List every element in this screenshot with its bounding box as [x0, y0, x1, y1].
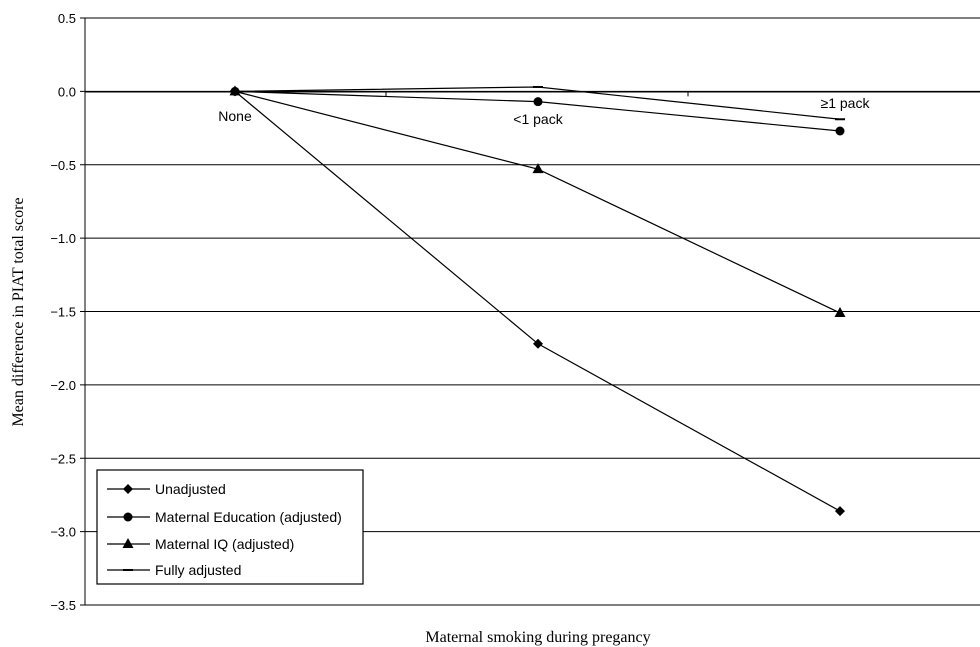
- series-lines: [229, 85, 846, 517]
- data-point-diamond: [533, 338, 543, 349]
- series-dash: [230, 85, 845, 121]
- legend-item: Maternal Education (adjusted): [107, 509, 342, 525]
- y-tick-label: −2.0: [50, 378, 76, 393]
- category-labels: None <1 pack ≥1 pack: [218, 95, 870, 127]
- category-label: None: [218, 108, 252, 124]
- legend-marker-circle: [123, 512, 133, 522]
- legend-marker-triangle: [122, 538, 134, 548]
- y-tick-label: −1.5: [50, 305, 76, 320]
- y-tick-label: 0.5: [58, 11, 76, 26]
- legend-label: Unadjusted: [155, 481, 226, 497]
- category-label: <1 pack: [513, 111, 563, 127]
- data-point-triangle: [834, 306, 846, 317]
- y-axis-title: Mean difference in PIAT total score: [10, 197, 27, 426]
- y-tick-label: −3.5: [50, 598, 76, 613]
- y-tick-label: −3.0: [50, 525, 76, 540]
- legend-label: Maternal Education (adjusted): [155, 509, 342, 525]
- data-point-circle: [533, 97, 543, 107]
- y-axis-ticks: 0.5 0.0 −0.5 −1.0 −1.5 −2.0 −2.5 −3.0 −3.5: [50, 11, 85, 613]
- data-point-circle: [835, 126, 845, 136]
- series-diamond: [230, 86, 845, 517]
- legend-item: Fully adjusted: [107, 562, 241, 578]
- legend-label: Maternal IQ (adjusted): [155, 536, 294, 552]
- data-point-diamond: [835, 506, 845, 517]
- y-tick-label: −1.0: [50, 231, 76, 246]
- y-tick-label: −2.5: [50, 451, 76, 466]
- series-line: [234, 90, 841, 512]
- legend-item: Unadjusted: [107, 481, 226, 497]
- category-label: ≥1 pack: [821, 95, 871, 111]
- legend: Unadjusted Maternal Education (adjusted) M…: [96, 469, 364, 585]
- x-axis-title: Maternal smoking during pregancy: [425, 629, 650, 646]
- y-tick-label: −0.5: [50, 158, 76, 173]
- legend-item: Maternal IQ (adjusted): [107, 536, 294, 552]
- legend-marker-diamond: [123, 484, 133, 494]
- x-axis-ticks: [385, 91, 689, 97]
- legend-label: Fully adjusted: [155, 562, 241, 578]
- y-tick-label: 0.0: [58, 84, 76, 99]
- data-point-triangle: [532, 163, 544, 174]
